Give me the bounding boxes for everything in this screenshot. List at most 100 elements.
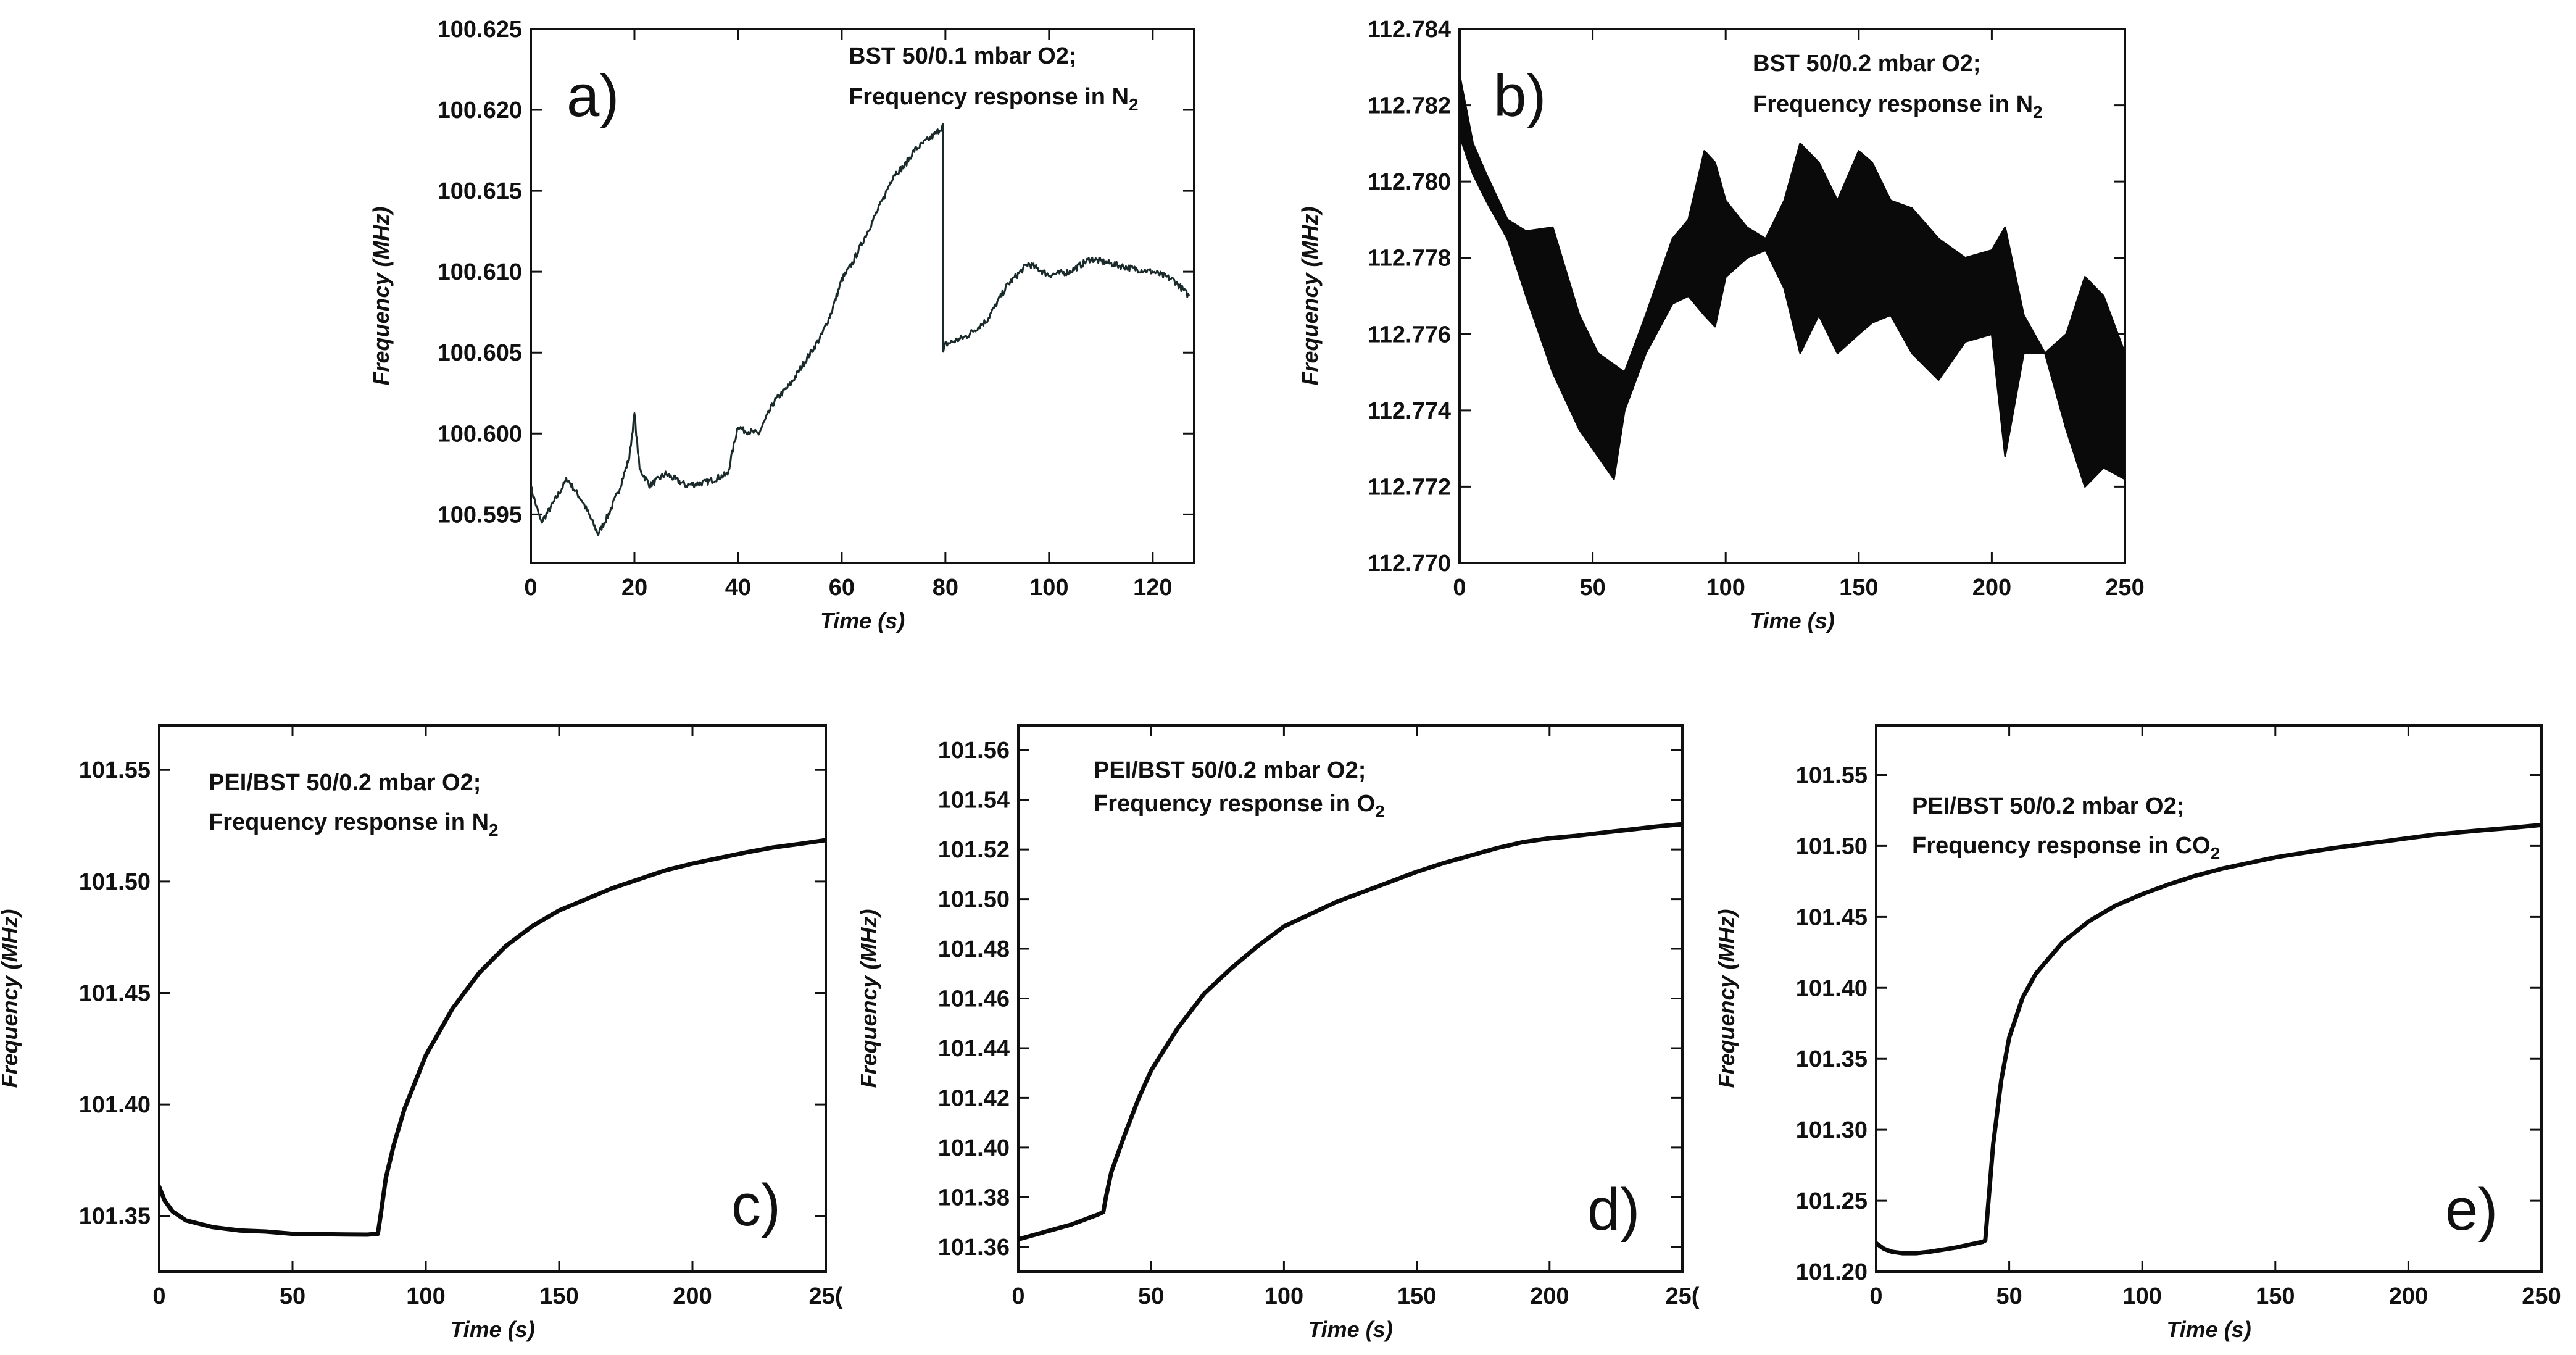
chart-panel-2: 0 50 100 150 200 25(101.35 101.40 101.45 101.50 1… <box>0 724 843 1342</box>
y-tick-label: 101.44 <box>938 1036 1010 1062</box>
x-tick-label: 150 <box>539 1283 578 1309</box>
x-axis-title: Time (s) <box>450 1317 534 1342</box>
y-tick-label: 101.42 <box>938 1085 1010 1111</box>
x-tick-label: 50 <box>1138 1283 1164 1309</box>
annotation-line: BST 50/0.2 mbar O2; <box>1753 51 1981 77</box>
annotation-line: PEI/BST 50/0.2 mbar O2; <box>209 770 481 796</box>
annotation-line: Frequency response in O2 <box>1094 791 1385 821</box>
annotation-line: PEI/BST 50/0.2 mbar O2; <box>1094 757 1366 783</box>
y-axis-title: Frequency (MHz) <box>0 909 22 1088</box>
annotation-line: Frequency response in N2 <box>1753 91 2043 122</box>
y-tick-label: 101.50 <box>1796 833 1868 859</box>
plot-frame <box>530 28 1195 564</box>
annotation-line: Frequency response in N2 <box>209 809 499 840</box>
x-tick-label: 50 <box>1579 575 1605 601</box>
x-tick-label: 150 <box>1839 575 1878 601</box>
annotation-subscript: 2 <box>1129 95 1139 114</box>
y-tick-label: 100.605 <box>438 340 522 366</box>
y-tick-label: 100.610 <box>438 259 522 285</box>
chart-panel-3: 0 50 100 150 200 25(101.36 101.38 101.40 101.42 1… <box>856 724 1700 1342</box>
y-tick-label: 112.772 <box>1368 474 1451 500</box>
y-tick-label: 101.30 <box>1796 1117 1868 1143</box>
plot-frame <box>158 724 827 1273</box>
y-tick-label: 101.52 <box>938 837 1010 863</box>
x-axis-title: Time (s) <box>820 608 905 633</box>
x-tick-label: 100 <box>406 1283 445 1309</box>
x-axis-title: Time (s) <box>2166 1317 2251 1342</box>
y-tick-label: 112.770 <box>1368 551 1451 577</box>
y-tick-label: 112.776 <box>1368 322 1451 348</box>
x-tick-label: 250 <box>2105 575 2144 601</box>
y-tick-label: 101.45 <box>79 980 151 1006</box>
y-tick-label: 112.784 <box>1368 17 1451 43</box>
y-axis-title: Frequency (MHz) <box>1297 206 1323 385</box>
y-tick-label: 101.54 <box>938 788 1010 814</box>
x-tick-label: 100 <box>2122 1283 2161 1309</box>
x-tick-label: 120 <box>1133 575 1172 601</box>
x-axis-title: Time (s) <box>1750 608 1834 633</box>
y-tick-label: 100.615 <box>438 178 522 204</box>
y-tick-label: 112.780 <box>1368 169 1451 195</box>
x-tick-label: 25( <box>1666 1283 1700 1309</box>
x-tick-label: 200 <box>2389 1283 2428 1309</box>
x-tick-label: 200 <box>1530 1283 1569 1309</box>
annotation-text: Frequency response in CO <box>1912 833 2211 859</box>
annotation-subscript: 2 <box>2033 102 2043 122</box>
annotation-text: Frequency response in N <box>849 84 1129 110</box>
y-axis-title: Frequency (MHz) <box>1714 909 1739 1088</box>
y-tick-label: 101.50 <box>79 869 151 895</box>
y-tick-label: 101.25 <box>1796 1188 1868 1214</box>
annotation-line: BST 50/0.1 mbar O2; <box>849 43 1077 69</box>
x-tick-label: 60 <box>829 575 855 601</box>
y-tick-label: 101.48 <box>938 936 1010 962</box>
data-layer <box>1460 73 2125 488</box>
x-tick-label: 250 <box>2522 1283 2561 1309</box>
annotation-subscript: 2 <box>489 820 499 840</box>
annotation-line: PEI/BST 50/0.2 mbar O2; <box>1912 793 2184 819</box>
x-tick-label: 200 <box>673 1283 712 1309</box>
y-tick-label: 112.778 <box>1368 246 1451 272</box>
x-axis-title: Time (s) <box>1308 1317 1392 1342</box>
data-series-line <box>1876 822 2541 1256</box>
chart-panel-0: 0 20 40 60 80 100 120 100.595 100.600 100.605 100.… <box>368 17 1195 633</box>
y-tick-label: 100.595 <box>438 502 522 528</box>
data-layer <box>531 123 1190 536</box>
y-tick-label: 101.40 <box>1796 975 1868 1001</box>
data-layer <box>1018 822 1682 1242</box>
y-tick-label: 100.625 <box>438 17 522 43</box>
panel-label: d) <box>1587 1177 1640 1243</box>
y-tick-label: 101.46 <box>938 986 1010 1012</box>
y-tick-label: 100.620 <box>438 98 522 123</box>
annotation-text: BST 50/0.2 mbar O2; <box>1753 51 1981 77</box>
data-series-line <box>159 838 826 1237</box>
x-tick-label: 0 <box>1012 1283 1024 1309</box>
x-tick-label: 150 <box>2256 1283 2295 1309</box>
y-tick-label: 101.45 <box>1796 904 1868 930</box>
data-layer <box>1876 822 2541 1256</box>
y-tick-label: 100.600 <box>438 421 522 447</box>
x-tick-label: 0 <box>1869 1283 1882 1309</box>
x-tick-label: 0 <box>524 575 537 601</box>
x-tick-label: 40 <box>725 575 751 601</box>
x-tick-label: 0 <box>1453 575 1466 601</box>
x-tick-label: 200 <box>1972 575 2011 601</box>
panel-label: b) <box>1494 63 1546 129</box>
annotation-text: PEI/BST 50/0.2 mbar O2; <box>209 770 481 796</box>
y-axis-title: Frequency (MHz) <box>856 909 881 1088</box>
y-tick-label: 101.55 <box>79 757 151 783</box>
annotation-text: Frequency response in O <box>1094 791 1375 817</box>
data-series-line <box>1018 822 1682 1242</box>
annotation-text: Frequency response in N <box>1753 91 2033 117</box>
x-tick-label: 100 <box>1265 1283 1303 1309</box>
y-tick-label: 101.55 <box>1796 762 1868 788</box>
x-tick-label: 80 <box>933 575 958 601</box>
annotation-line: Frequency response in N2 <box>849 84 1139 114</box>
y-tick-label: 101.40 <box>938 1135 1010 1161</box>
panel-label: a) <box>567 63 619 129</box>
annotation-subscript: 2 <box>1375 802 1385 821</box>
y-tick-label: 112.774 <box>1368 398 1451 424</box>
panel-label: e) <box>2445 1177 2498 1243</box>
annotation-subscript: 2 <box>2211 844 2221 863</box>
annotation-text: BST 50/0.1 mbar O2; <box>849 43 1077 69</box>
